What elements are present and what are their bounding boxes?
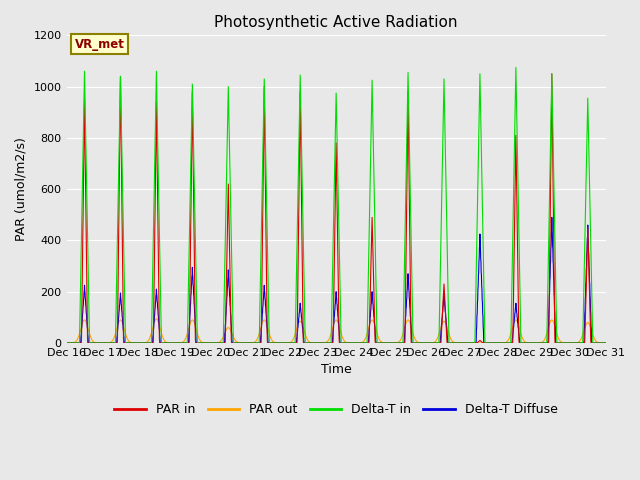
- Text: VR_met: VR_met: [75, 37, 125, 51]
- Y-axis label: PAR (umol/m2/s): PAR (umol/m2/s): [15, 137, 28, 241]
- Legend: PAR in, PAR out, Delta-T in, Delta-T Diffuse: PAR in, PAR out, Delta-T in, Delta-T Dif…: [109, 398, 563, 421]
- X-axis label: Time: Time: [321, 363, 351, 376]
- Title: Photosynthetic Active Radiation: Photosynthetic Active Radiation: [214, 15, 458, 30]
